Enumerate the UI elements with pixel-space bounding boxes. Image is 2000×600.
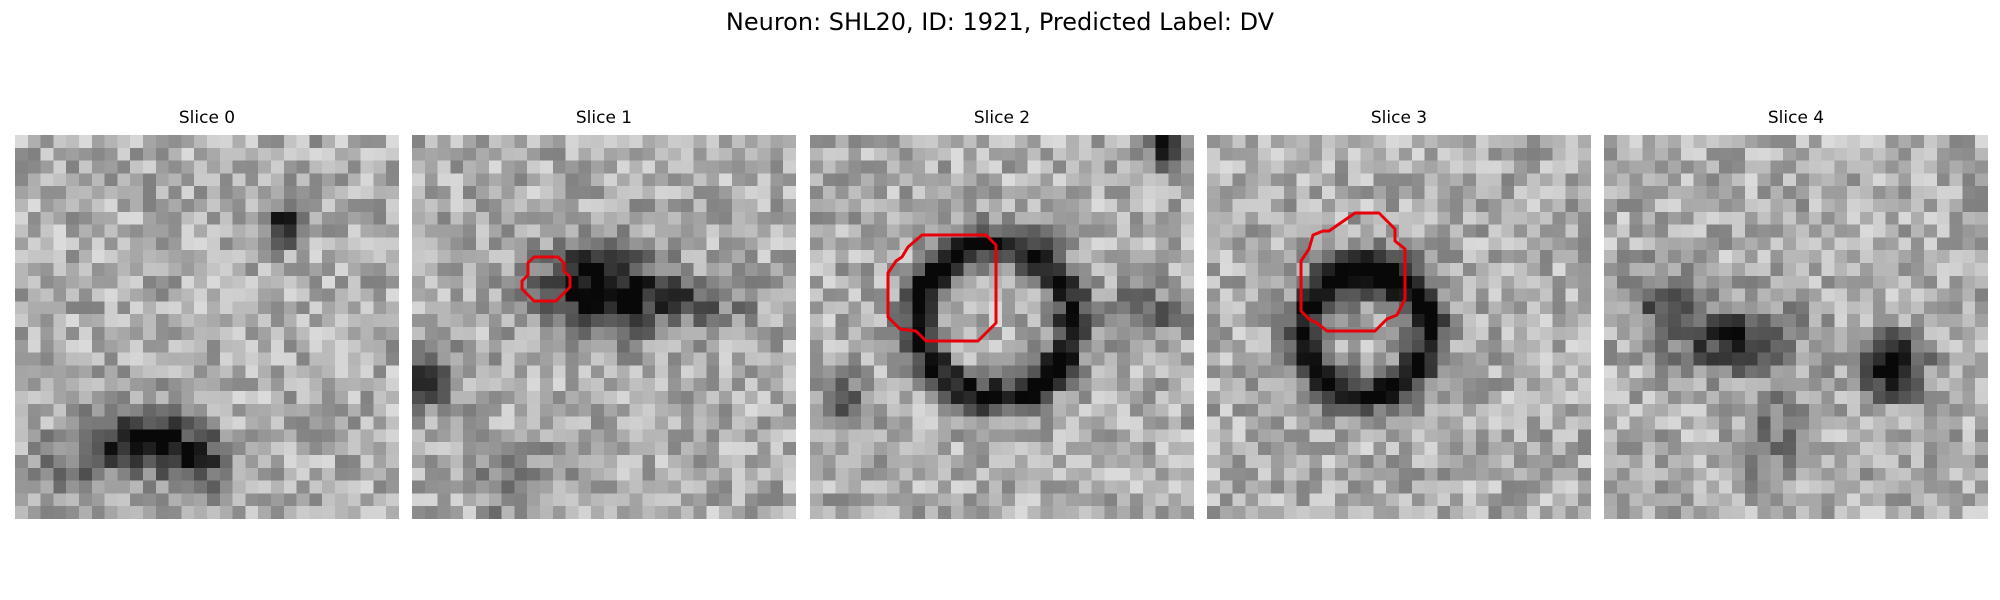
roi-contour	[1299, 211, 1407, 333]
slice-image-0	[15, 135, 399, 519]
slice-image-2	[810, 135, 1194, 519]
slice-svg-3	[1207, 135, 1591, 519]
slice-title-4: Slice 4	[1767, 108, 1825, 128]
slice-panel-1: Slice 1	[412, 107, 796, 519]
slice-panel-4: Slice 4	[1604, 107, 1988, 519]
roi-contour	[886, 233, 998, 343]
slice-title-2: Slice 2	[973, 108, 1031, 128]
slice-title-0: Slice 0	[178, 108, 236, 128]
slice-panel-3: Slice 3	[1207, 107, 1591, 519]
slice-panel-0: Slice 0	[15, 107, 399, 519]
slice-svg-2	[810, 135, 1194, 519]
roi-contour	[520, 255, 572, 303]
slice-svg-0	[15, 135, 399, 519]
slice-title-3: Slice 3	[1370, 108, 1428, 128]
figure-title: Neuron: SHL20, ID: 1921, Predicted Label…	[725, 8, 1275, 36]
slice-image-4	[1604, 135, 1988, 519]
slice-svg-4	[1604, 135, 1988, 519]
slice-svg-1	[412, 135, 796, 519]
slice-panel-2: Slice 2	[810, 107, 1194, 519]
slice-image-3	[1207, 135, 1591, 519]
slice-image-1	[412, 135, 796, 519]
slice-title-1: Slice 1	[575, 108, 633, 128]
